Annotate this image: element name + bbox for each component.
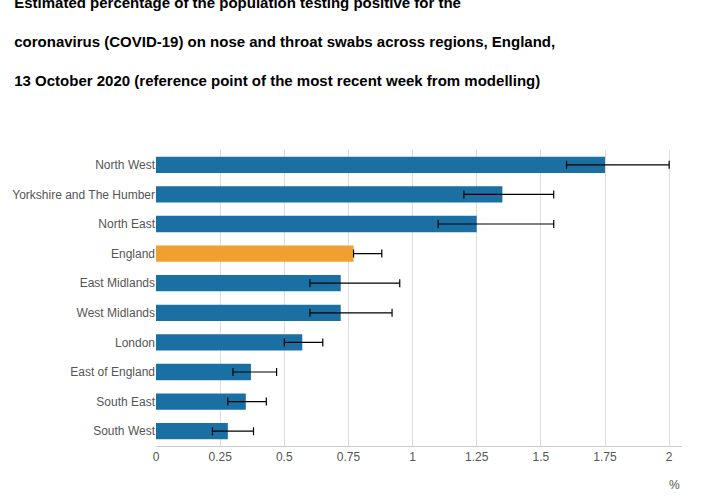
svg-text:%: % [669,478,680,492]
svg-text:1.75: 1.75 [593,450,617,464]
svg-text:1.5: 1.5 [533,450,550,464]
svg-text:South East: South East [96,395,155,409]
svg-text:0.25: 0.25 [208,450,232,464]
svg-text:0.5: 0.5 [276,450,293,464]
svg-text:East of England: East of England [70,365,155,379]
svg-text:North East: North East [98,217,155,231]
svg-text:England: England [111,247,155,261]
svg-text:London: London [115,336,155,350]
svg-text:South West: South West [93,424,155,438]
svg-text:Estimated percentage of the po: Estimated percentage of the population t… [14,0,555,89]
svg-text:0.75: 0.75 [337,450,361,464]
svg-text:1: 1 [409,450,416,464]
svg-text:North West: North West [95,158,155,172]
svg-text:1.25: 1.25 [465,450,489,464]
svg-text:East Midlands: East Midlands [80,276,155,290]
svg-text:0: 0 [153,450,160,464]
svg-text:Yorkshire and The Humber: Yorkshire and The Humber [12,188,155,202]
svg-text:West Midlands: West Midlands [77,306,155,320]
svg-text:2: 2 [666,450,673,464]
